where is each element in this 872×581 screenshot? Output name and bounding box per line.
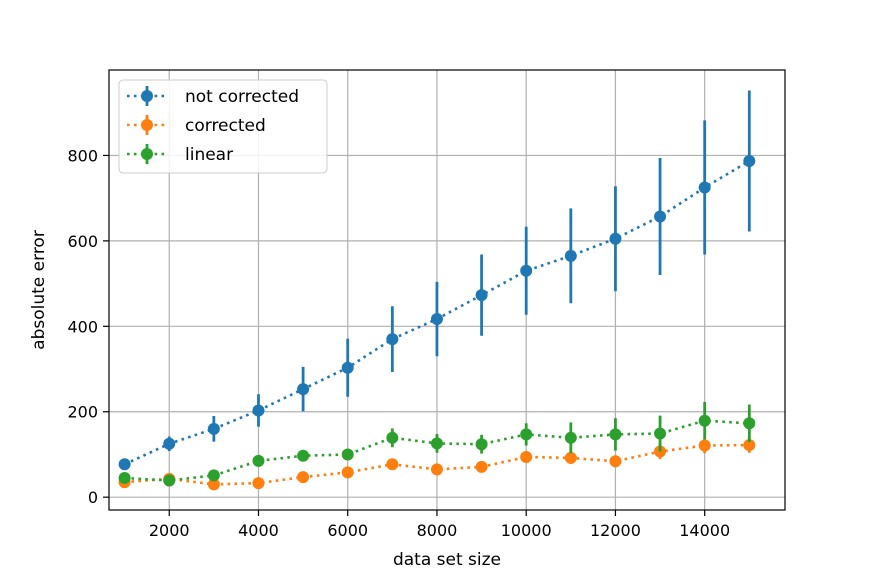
legend-item: linear <box>127 144 233 165</box>
legend: not corrected corrected linear <box>118 79 328 174</box>
legend-marker <box>141 90 153 102</box>
data-point <box>520 264 533 277</box>
series-not-corrected <box>118 90 756 471</box>
x-tick-label: 2000 <box>149 521 190 540</box>
data-point <box>386 458 399 471</box>
data-point <box>386 431 399 444</box>
y-tick-label: 600 <box>67 232 98 251</box>
data-point <box>118 471 131 484</box>
data-point <box>386 333 399 346</box>
y-tick-label: 0 <box>88 488 98 507</box>
data-point <box>252 404 265 417</box>
legend-box <box>118 79 328 174</box>
data-point <box>743 417 756 430</box>
legend-item: corrected <box>127 115 266 136</box>
y-tick-label: 400 <box>67 317 98 336</box>
legend-label: not corrected <box>185 87 299 107</box>
legend-marker <box>141 119 153 131</box>
data-point <box>743 154 756 167</box>
data-point <box>207 478 220 491</box>
data-point <box>430 437 443 450</box>
data-point <box>252 477 265 490</box>
data-point <box>743 439 756 452</box>
x-tick-label: 10000 <box>501 521 552 540</box>
data-point <box>564 431 577 444</box>
y-tick-label: 800 <box>67 146 98 165</box>
ticks: 2000 4000 6000 8000 10000 12000 14000 0 200 400 60… <box>67 146 730 540</box>
data-point <box>163 437 176 450</box>
x-tick-label: 12000 <box>590 521 641 540</box>
plot-frame <box>108 69 786 511</box>
y-axis-label: absolute error <box>29 230 49 350</box>
data-point <box>475 460 488 473</box>
data-point <box>163 474 176 487</box>
data-point <box>520 428 533 441</box>
data-point <box>654 210 667 223</box>
data-point <box>698 181 711 194</box>
data-point <box>609 232 622 245</box>
data-point <box>475 438 488 451</box>
data-point <box>341 361 354 374</box>
x-axis-label: data set size <box>393 550 501 570</box>
data-point <box>341 448 354 461</box>
legend-marker <box>141 148 153 160</box>
data-point <box>564 451 577 464</box>
legend-label: linear <box>185 145 233 165</box>
x-tick-label: 8000 <box>417 521 458 540</box>
data-point <box>698 414 711 427</box>
data-point <box>297 449 310 462</box>
series-layer <box>118 90 756 491</box>
data-point <box>609 455 622 468</box>
x-tick-label: 6000 <box>327 521 368 540</box>
data-point <box>207 422 220 435</box>
legend-item: not corrected <box>127 86 299 107</box>
data-point <box>698 439 711 452</box>
data-point <box>520 451 533 464</box>
data-point <box>341 466 354 479</box>
data-point <box>475 289 488 302</box>
data-point <box>297 383 310 396</box>
series-linear <box>118 401 756 487</box>
x-tick-label: 4000 <box>238 521 279 540</box>
legend-label: corrected <box>185 116 266 136</box>
data-point <box>564 249 577 262</box>
data-point <box>609 428 622 441</box>
data-point <box>654 427 667 440</box>
data-point <box>252 454 265 467</box>
y-tick-label: 200 <box>67 403 98 422</box>
series-line <box>124 443 750 486</box>
data-point <box>430 313 443 326</box>
data-point <box>297 471 310 484</box>
data-point <box>430 463 443 476</box>
data-point <box>207 469 220 482</box>
series-corrected <box>118 437 756 491</box>
x-tick-label: 14000 <box>679 521 730 540</box>
data-point <box>118 458 131 471</box>
